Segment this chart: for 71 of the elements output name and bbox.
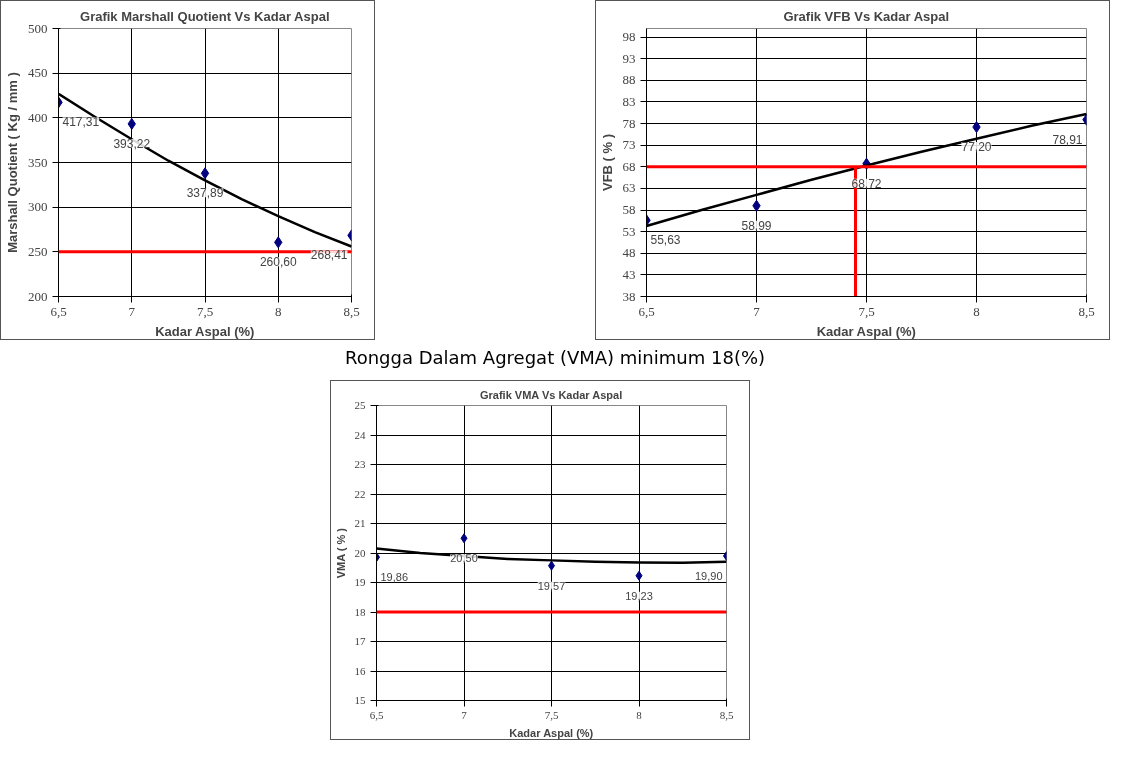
x-tick-label: 8 <box>275 303 282 319</box>
y-tick-label: 450 <box>28 65 48 81</box>
x-tick-label: 6,5 <box>638 303 655 319</box>
y-tick-label: 24 <box>354 428 366 441</box>
y-tick-label: 18 <box>354 605 366 618</box>
y-tick-label: 23 <box>354 458 366 470</box>
x-tick-label: 7,5 <box>544 708 559 721</box>
y-tick-label: 38 <box>622 288 636 304</box>
y-tick-label: 25 <box>354 399 366 411</box>
data-label: 68,72 <box>851 176 882 191</box>
x-tick-label: 7 <box>128 303 136 319</box>
chart-title: Grafik VFB Vs Kadar Aspal <box>783 8 950 24</box>
data-label: 78,91 <box>1052 132 1083 147</box>
y-tick-label: 53 <box>622 223 636 239</box>
y-tick-label: 250 <box>28 243 48 259</box>
y-tick-label: 93 <box>622 50 636 66</box>
x-tick-label: 7,5 <box>196 303 214 319</box>
x-tick-label: 7 <box>461 708 468 721</box>
y-tick-label: 17 <box>354 635 366 647</box>
x-tick-label: 6,5 <box>369 708 384 721</box>
x-tick-label: 8 <box>973 303 980 319</box>
x-tick-label: 7 <box>753 303 761 319</box>
x-tick-label: 6,5 <box>50 303 67 319</box>
x-tick-label: 7,5 <box>858 303 875 319</box>
y-tick-label: 88 <box>622 72 636 88</box>
x-tick-label: 8,5 <box>343 303 360 319</box>
y-axis-title: Marshall Quotient ( Kg / mm ) <box>5 72 20 253</box>
y-tick-label: 68 <box>622 158 636 174</box>
y-tick-label: 15 <box>354 694 366 706</box>
y-tick-label: 500 <box>28 20 48 36</box>
y-tick-label: 400 <box>28 109 48 125</box>
y-tick-label: 83 <box>622 93 636 109</box>
chart-title: Grafik Marshall Quotient Vs Kadar Aspal <box>80 8 330 24</box>
chart-title: Grafik VMA Vs Kadar Aspal <box>479 388 623 401</box>
text: Rongga Dalam Agregat (VMA) minimum 18(%) <box>344 346 766 370</box>
x-axis-title: Kadar Aspal (%) <box>155 323 255 339</box>
y-tick-label: 20 <box>354 546 366 559</box>
x-tick-label: 8,5 <box>719 708 734 721</box>
data-label: 77,20 <box>961 140 992 155</box>
data-label: 268,41 <box>310 248 348 263</box>
y-tick-label: 200 <box>28 288 48 304</box>
y-tick-label: 43 <box>622 266 636 282</box>
x-axis-title: Kadar Aspal (%) <box>509 726 594 739</box>
y-tick-label: 78 <box>622 115 636 131</box>
y-tick-label: 73 <box>622 137 636 153</box>
y-tick-label: 63 <box>622 180 636 196</box>
y-tick-label: 22 <box>354 487 366 500</box>
x-tick-label: 8,5 <box>1078 303 1095 319</box>
y-tick-label: 58 <box>622 202 636 218</box>
y-tick-label: 300 <box>28 199 48 215</box>
data-label: 55,63 <box>650 233 681 248</box>
y-axis-title: VFB ( % ) <box>599 133 615 192</box>
data-label: 19,86 <box>380 571 409 584</box>
data-label: 337,89 <box>186 186 224 201</box>
x-tick-label: 8 <box>636 708 643 721</box>
data-label: 19,90 <box>694 569 723 582</box>
data-label: 58,99 <box>741 218 772 233</box>
data-label: 19,23 <box>625 589 653 602</box>
data-label: 19,57 <box>537 579 566 592</box>
x-axis-title: Kadar Aspal (%) <box>816 323 916 339</box>
y-tick-label: 48 <box>622 245 636 261</box>
data-label: 20,50 <box>450 552 478 565</box>
y-tick-label: 350 <box>28 154 48 170</box>
data-label: 260,60 <box>259 255 297 270</box>
data-label: 417,31 <box>62 115 100 130</box>
y-axis-title: VMA ( % ) <box>334 527 347 579</box>
y-tick-label: 19 <box>354 576 366 588</box>
y-tick-label: 16 <box>354 664 366 677</box>
y-tick-label: 98 <box>622 29 636 45</box>
y-tick-label: 21 <box>354 517 366 529</box>
data-label: 393,22 <box>113 136 151 151</box>
